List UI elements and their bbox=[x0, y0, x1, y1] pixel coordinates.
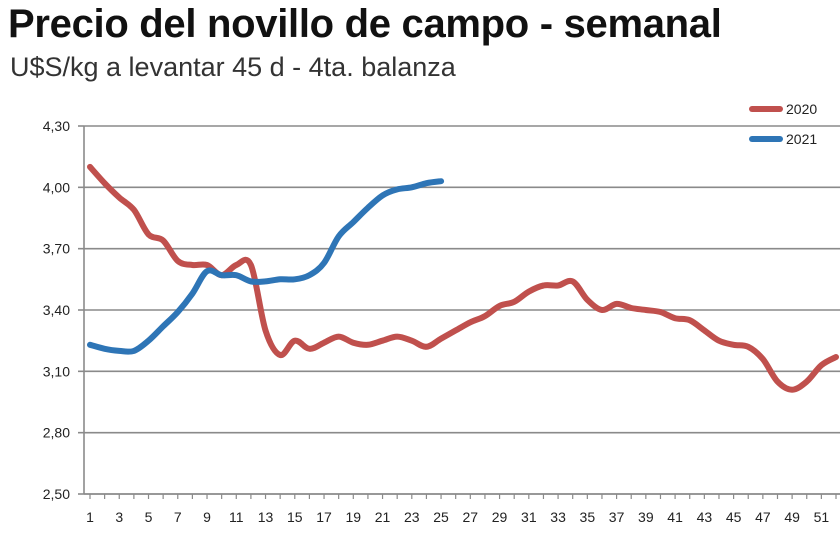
x-tick-label: 19 bbox=[346, 509, 362, 525]
x-tick-label: 27 bbox=[463, 509, 479, 525]
y-tick-label: 2,50 bbox=[43, 486, 70, 502]
x-tick-label: 9 bbox=[203, 509, 211, 525]
x-tick-label: 41 bbox=[667, 509, 683, 525]
grid-lines bbox=[78, 125, 840, 495]
y-tick-labels: 2,50 2,80 3,10 3,40 3,70 4,00 4,30 bbox=[43, 118, 70, 502]
x-tick-label: 13 bbox=[258, 509, 274, 525]
chart-subtitle: U$S/kg a levantar 45 d - 4ta. balanza bbox=[10, 52, 456, 82]
y-tick-label: 3,40 bbox=[43, 302, 70, 318]
x-tick-label: 33 bbox=[550, 509, 566, 525]
x-tick-label: 23 bbox=[404, 509, 420, 525]
y-tick-label: 4,00 bbox=[43, 179, 70, 195]
legend: 2020 2021 bbox=[749, 101, 817, 147]
x-tick-label: 45 bbox=[726, 509, 742, 525]
x-tick-label: 25 bbox=[433, 509, 449, 525]
y-tick-label: 3,10 bbox=[43, 363, 70, 379]
x-tick-label: 29 bbox=[492, 509, 508, 525]
y-tick-label: 4,30 bbox=[43, 118, 70, 134]
x-tick-label: 35 bbox=[580, 509, 596, 525]
x-tick-label: 21 bbox=[375, 509, 391, 525]
x-tick-labels: 1 3 5 7 9 11 13 15 17 19 21 23 25 27 29 31 33 35 37 39 41 43 4… bbox=[86, 509, 829, 525]
x-tick-label: 17 bbox=[316, 509, 332, 525]
x-tick-label: 7 bbox=[174, 509, 182, 525]
x-tick-label: 31 bbox=[521, 509, 537, 525]
x-tick-label: 49 bbox=[784, 509, 800, 525]
x-tick-label: 47 bbox=[755, 509, 771, 525]
y-tick-label: 2,80 bbox=[43, 425, 70, 441]
y-tick-label: 3,70 bbox=[43, 241, 70, 257]
x-tick-label: 39 bbox=[638, 509, 654, 525]
x-tick-label: 11 bbox=[229, 509, 244, 525]
x-tick-label: 5 bbox=[145, 509, 153, 525]
x-tick-label: 15 bbox=[287, 509, 303, 525]
series-line-2021 bbox=[87, 178, 445, 355]
chart-title: Precio del novillo de campo - semanal bbox=[8, 2, 722, 46]
x-tick-label: 3 bbox=[115, 509, 123, 525]
series-lines bbox=[87, 163, 839, 393]
x-tick-label: 51 bbox=[814, 509, 830, 525]
legend-label-2021: 2021 bbox=[786, 131, 817, 147]
x-tick-label: 1 bbox=[86, 509, 94, 525]
legend-label-2020: 2020 bbox=[786, 101, 817, 117]
x-tick-label: 37 bbox=[609, 509, 625, 525]
x-tick-label: 43 bbox=[697, 509, 713, 525]
axes bbox=[83, 126, 840, 499]
